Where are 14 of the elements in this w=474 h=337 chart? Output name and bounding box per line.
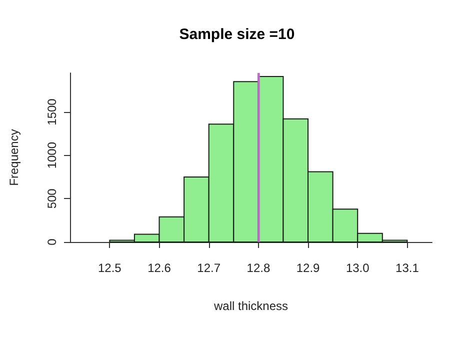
- x-tick-label: 12.9: [296, 261, 320, 275]
- x-axis-title: wall thickness: [212, 299, 288, 313]
- x-tick-label: 12.7: [197, 261, 221, 275]
- x-tick-label: 12.8: [246, 261, 270, 275]
- y-tick-label: 1500: [45, 98, 59, 126]
- y-tick-label: 500: [45, 188, 59, 209]
- x-tick-label: 12.5: [98, 261, 122, 275]
- x-tick-label: 13.1: [396, 261, 420, 275]
- chart-title: Sample size =10: [179, 26, 295, 43]
- y-tick-label: 1000: [45, 142, 59, 169]
- y-axis-title: Frequency: [7, 129, 21, 186]
- x-tick-label: 12.6: [148, 261, 172, 275]
- x-tick-label: 13.0: [346, 261, 370, 275]
- y-tick-label: 0: [45, 238, 59, 246]
